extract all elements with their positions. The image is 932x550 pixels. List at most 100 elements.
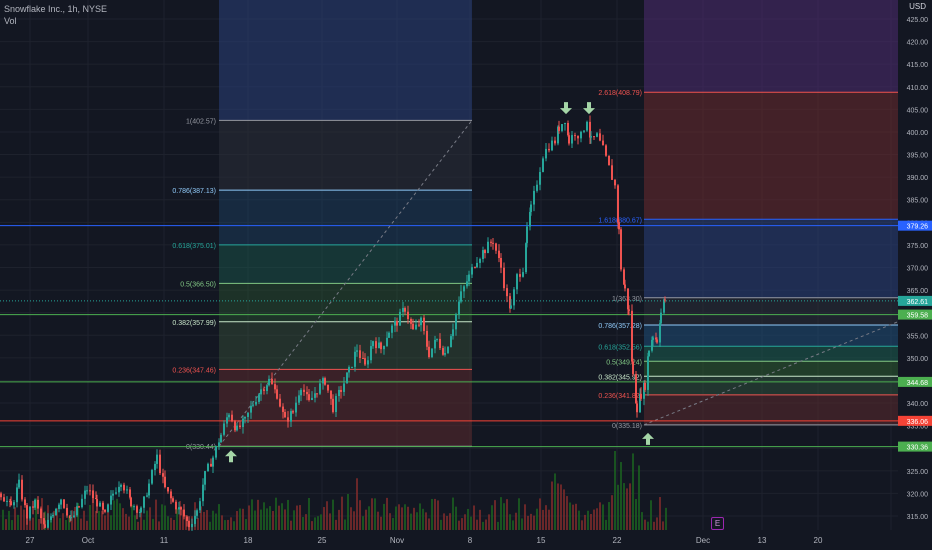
candle-body xyxy=(180,507,182,510)
volume-bar xyxy=(641,512,643,530)
candle-body xyxy=(354,351,356,367)
volume-bar xyxy=(464,514,466,530)
price-tag[interactable] xyxy=(898,415,932,426)
candle-body xyxy=(199,501,201,511)
candle-body xyxy=(162,473,164,477)
x-tick-label: 18 xyxy=(244,536,253,545)
candle-body xyxy=(58,504,60,509)
candle-body xyxy=(548,148,550,151)
volume-bar xyxy=(638,465,640,530)
volume-bar xyxy=(545,505,547,530)
volume-bar xyxy=(119,503,121,530)
volume-bar xyxy=(128,516,130,530)
volume-bar xyxy=(326,501,328,530)
candle-body xyxy=(577,135,579,139)
candle-body xyxy=(404,308,406,312)
volume-bar xyxy=(35,498,37,530)
volume-bar xyxy=(407,506,409,530)
volume-label[interactable]: Vol xyxy=(4,16,17,26)
price-tag[interactable] xyxy=(898,376,932,387)
volume-bar xyxy=(221,515,223,530)
price-tag-label: 344.68 xyxy=(907,380,929,387)
volume-bar xyxy=(176,508,178,530)
fib-zone xyxy=(644,0,898,93)
volume-bar xyxy=(353,511,355,530)
y-tick-label: 355.00 xyxy=(907,333,929,340)
candle-body xyxy=(450,336,452,348)
volume-bar xyxy=(53,510,55,530)
fib-level-label: 0(335.18) xyxy=(612,423,642,430)
volume-bar xyxy=(476,519,478,530)
candle-body xyxy=(525,243,527,273)
volume-bar xyxy=(314,517,316,530)
candle-body xyxy=(439,338,441,349)
volume-bar xyxy=(620,462,622,530)
candle-body xyxy=(623,269,625,285)
fib-level-label: 0.618(352.56) xyxy=(598,344,642,351)
volume-bar xyxy=(332,499,334,530)
volume-bar xyxy=(488,514,490,530)
volume-bar xyxy=(575,503,577,530)
candle-body xyxy=(618,222,620,230)
candle-body xyxy=(102,502,104,510)
volume-bar xyxy=(8,510,10,530)
volume-bar xyxy=(419,503,421,530)
candle-body xyxy=(303,389,305,392)
price-tag[interactable] xyxy=(898,220,932,231)
volume-bar xyxy=(536,508,538,530)
candle-body xyxy=(574,135,576,137)
candle-body xyxy=(482,250,484,259)
symbol-title[interactable]: Snowflake Inc., 1h, NYSE xyxy=(4,4,108,14)
volume-bar xyxy=(494,500,496,530)
price-axis xyxy=(898,0,932,550)
volume-bar xyxy=(413,507,415,530)
volume-bar xyxy=(431,498,433,530)
volume-bar xyxy=(251,499,253,530)
candle-body xyxy=(228,414,230,418)
volume-bar xyxy=(485,519,487,530)
candle-body xyxy=(380,342,382,350)
price-tag-label: 336.06 xyxy=(907,419,929,426)
y-tick-label: 410.00 xyxy=(907,85,929,92)
volume-bar xyxy=(233,521,235,530)
candle-body xyxy=(580,131,582,139)
candle-body xyxy=(362,357,364,359)
volume-bar xyxy=(134,515,136,530)
volume-bar xyxy=(551,481,553,530)
candle-body xyxy=(394,320,396,326)
x-tick-label: 15 xyxy=(537,536,546,545)
candle-body xyxy=(24,499,26,506)
volume-bar xyxy=(587,510,589,530)
candle-body xyxy=(120,484,122,487)
price-tag-label: 359.58 xyxy=(907,313,929,320)
candle-body xyxy=(284,411,286,418)
candle-body xyxy=(148,483,150,496)
volume-bar xyxy=(278,505,280,530)
candle-body xyxy=(287,417,289,422)
candle-body xyxy=(636,403,638,413)
down-arrow-icon xyxy=(583,102,595,115)
candle-body xyxy=(123,484,125,491)
volume-bar xyxy=(137,521,139,530)
volume-bar xyxy=(308,498,310,530)
volume-bar xyxy=(170,517,172,530)
earnings-badge-icon[interactable]: E xyxy=(711,517,724,530)
price-tag[interactable] xyxy=(898,295,932,306)
candle-body xyxy=(319,383,321,394)
volume-bar xyxy=(77,503,79,530)
volume-bar xyxy=(218,504,220,530)
volume-bar xyxy=(605,519,607,530)
fib-zone xyxy=(219,283,472,322)
price-tag-label: 330.36 xyxy=(907,445,929,452)
volume-bar xyxy=(518,498,520,530)
volume-bar xyxy=(449,513,451,530)
price-tag[interactable] xyxy=(898,441,932,452)
price-tag[interactable] xyxy=(898,309,932,320)
fib-level-label: 0.786(387.13) xyxy=(172,188,216,195)
candle-body xyxy=(191,523,193,528)
volume-bar xyxy=(149,507,151,530)
volume-bar xyxy=(245,518,247,530)
y-tick-label: 325.00 xyxy=(907,469,929,476)
fib-zone xyxy=(644,219,898,298)
